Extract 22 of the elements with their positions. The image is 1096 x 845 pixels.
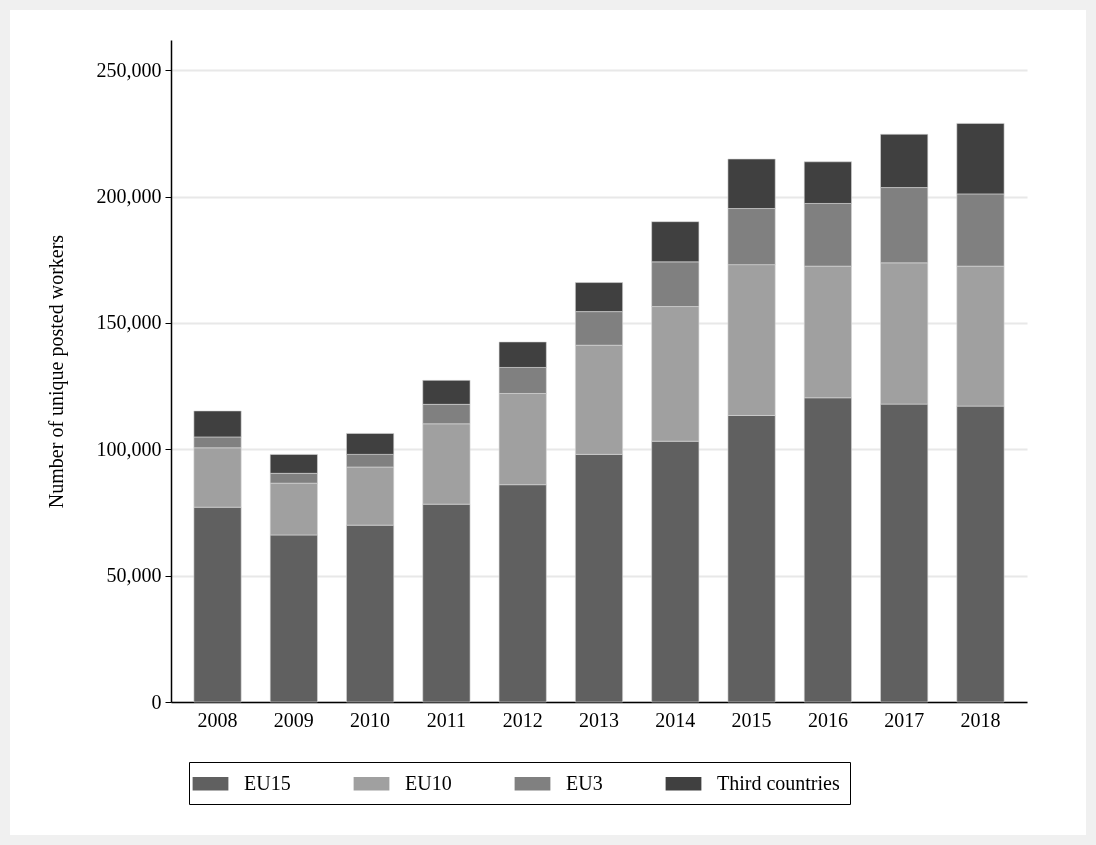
y-tick-label: 50,000 bbox=[106, 564, 162, 587]
x-tick-label: 2009 bbox=[273, 708, 314, 731]
x-tick-label: 2015 bbox=[731, 708, 772, 731]
legend-label: EU15 bbox=[244, 771, 291, 794]
y-tick-label: 250,000 bbox=[96, 58, 162, 81]
x-tick-label: 2017 bbox=[884, 708, 925, 731]
y-axis-title: Number of unique posted workers bbox=[44, 234, 68, 509]
legend-label: Third countries bbox=[717, 771, 840, 794]
x-tick-label: 2012 bbox=[502, 708, 543, 731]
y-tick-label: 200,000 bbox=[96, 185, 162, 208]
x-tick-label: 2011 bbox=[426, 708, 467, 731]
x-tick-label: 2010 bbox=[350, 708, 391, 731]
x-tick-label: 2008 bbox=[197, 708, 238, 731]
x-tick-label: 2018 bbox=[960, 708, 1001, 731]
x-tick-label: 2014 bbox=[655, 708, 696, 731]
legend-label: EU10 bbox=[405, 771, 452, 794]
y-tick-label: 150,000 bbox=[96, 311, 162, 334]
legend-label: EU3 bbox=[566, 771, 603, 794]
y-tick-label: 0 bbox=[151, 690, 162, 713]
x-tick-label: 2016 bbox=[807, 708, 848, 731]
y-tick-label: 100,000 bbox=[96, 437, 162, 460]
x-tick-label: 2013 bbox=[579, 708, 619, 731]
